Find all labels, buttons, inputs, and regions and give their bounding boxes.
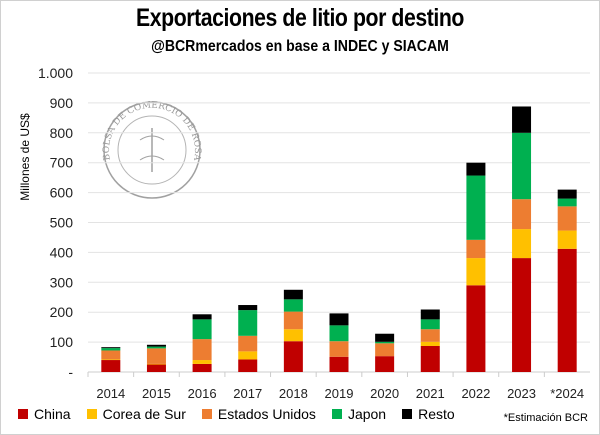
bar-china-2021	[420, 345, 440, 372]
x-tick-label: *2024	[550, 386, 584, 401]
bar-estados-unidos-2022	[466, 239, 486, 259]
y-tick-label: 900	[50, 95, 74, 111]
bar-resto-2024	[557, 189, 577, 199]
bar-estados-unidos-2017	[238, 335, 258, 352]
x-tick-label: 2022	[461, 386, 490, 401]
bar-china-2020	[375, 356, 395, 372]
y-tick-label: -	[68, 364, 73, 380]
legend-item: Corea de Sur	[86, 406, 186, 422]
bar-corea-de-sur-2018	[283, 329, 303, 342]
bar-china-2022	[466, 285, 486, 372]
bar-corea-de-sur-2015	[146, 363, 166, 365]
bar-resto-2017	[238, 305, 258, 311]
y-tick-label: 300	[50, 274, 74, 290]
bar-corea-de-sur-2022	[466, 258, 486, 286]
bar-corea-de-sur-2014	[101, 359, 121, 361]
bar-resto-2021	[420, 309, 440, 320]
legend-item: Resto	[402, 406, 455, 422]
bar-china-2024	[557, 248, 577, 372]
y-tick-label: 800	[50, 125, 74, 141]
bar-resto-2015	[146, 344, 166, 347]
bar-corea-de-sur-2017	[238, 351, 258, 360]
x-tick-label: 2023	[507, 386, 536, 401]
bar-estados-unidos-2015	[146, 348, 166, 364]
legend-item: China	[18, 406, 71, 422]
x-tick-label: 2018	[279, 386, 308, 401]
chart-title: Exportaciones de litio por destino	[136, 4, 464, 32]
bar-japon-2024	[557, 198, 577, 207]
bar-japon-2023	[512, 132, 532, 200]
bar-japon-2019	[329, 325, 349, 342]
chart-subtitle: @BCRmercados en base a INDEC y SIACAM	[151, 38, 449, 55]
legend-label: Resto	[418, 406, 455, 422]
x-tick-label: 2021	[416, 386, 445, 401]
bar-corea-de-sur-2021	[420, 341, 440, 346]
y-tick-label: 600	[50, 185, 74, 201]
bar-japon-2014	[101, 348, 121, 351]
legend-swatch	[402, 409, 413, 419]
bar-corea-de-sur-2016	[192, 360, 212, 364]
bar-resto-2022	[466, 162, 486, 176]
bar-china-2019	[329, 356, 349, 372]
bar-resto-2020	[375, 333, 395, 342]
bar-japon-2015	[146, 346, 166, 349]
x-tick-label: 2015	[142, 386, 171, 401]
x-tick-label: 2014	[96, 386, 125, 401]
bar-china-2015	[146, 364, 166, 372]
bar-resto-2018	[283, 289, 303, 300]
bar-japon-2022	[466, 175, 486, 240]
legend-item: Japon	[331, 406, 387, 422]
bar-estados-unidos-2020	[375, 343, 395, 357]
bar-estados-unidos-2019	[329, 341, 349, 357]
legend-swatch	[331, 409, 342, 419]
bar-corea-de-sur-2023	[512, 229, 532, 259]
bar-estados-unidos-2024	[557, 206, 577, 231]
legend-label: Corea de Sur	[102, 406, 186, 422]
legend-swatch	[18, 409, 28, 419]
x-tick-label: 2016	[188, 386, 217, 401]
bar-estados-unidos-2023	[512, 199, 532, 230]
y-tick-label: 500	[50, 215, 74, 231]
x-tick-label: 2019	[325, 386, 354, 401]
y-tick-label: 200	[50, 304, 74, 320]
bar-japon-2017	[238, 310, 258, 336]
y-tick-label: 700	[50, 155, 74, 171]
legend-swatch	[86, 409, 97, 419]
bar-corea-de-sur-2024	[557, 230, 577, 249]
bar-japon-2016	[192, 319, 212, 340]
legend-label: Japon	[347, 406, 387, 422]
bar-japon-2018	[283, 299, 303, 312]
y-tick-label: 100	[50, 334, 74, 350]
bar-resto-2016	[192, 314, 212, 320]
bar-estados-unidos-2018	[283, 311, 303, 330]
bcr-seal-logo: BOLSA DE COMERCIO DE ROSARIO	[0, 0, 202, 199]
y-tick-label: 400	[50, 244, 74, 260]
legend-label: Estados Unidos	[217, 406, 316, 422]
bar-china-2016	[192, 363, 212, 372]
bar-estados-unidos-2014	[101, 350, 121, 360]
bar-resto-2014	[101, 347, 121, 349]
bar-china-2023	[512, 258, 532, 372]
estimate-note: *Estimación BCR	[503, 412, 588, 424]
bar-japon-2020	[375, 341, 395, 344]
bar-japon-2021	[420, 319, 440, 330]
bar-china-2014	[101, 360, 121, 372]
bar-estados-unidos-2021	[420, 329, 440, 342]
y-tick-label: 1.000	[38, 65, 73, 81]
bar-estados-unidos-2016	[192, 339, 212, 361]
x-tick-label: 2020	[370, 386, 399, 401]
bar-china-2018	[283, 341, 303, 372]
x-tick-label: 2017	[233, 386, 262, 401]
legend-label: China	[34, 406, 71, 422]
legend: China Corea de Sur Estados Unidos Japon Rest…	[18, 406, 471, 422]
bar-resto-2023	[512, 106, 532, 133]
legend-swatch	[201, 409, 212, 419]
bar-resto-2019	[329, 313, 349, 326]
svg-text:BOLSA DE COMERCIO DE ROSARIO: BOLSA DE COMERCIO DE ROSARIO	[0, 0, 202, 162]
bar-china-2017	[238, 359, 258, 372]
legend-item: Estados Unidos	[201, 406, 316, 422]
